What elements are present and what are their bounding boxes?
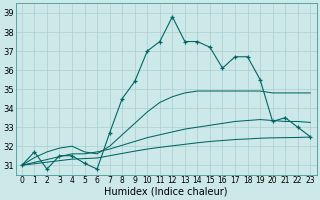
X-axis label: Humidex (Indice chaleur): Humidex (Indice chaleur) bbox=[104, 187, 228, 197]
